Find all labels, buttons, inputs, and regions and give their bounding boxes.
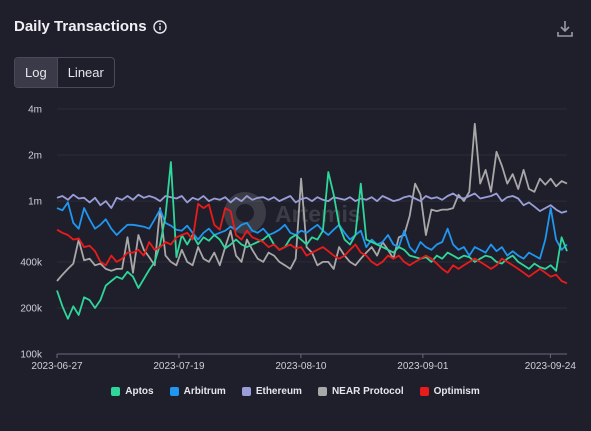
x-tick-label: 2023-08-10 (275, 361, 327, 372)
series-line-ethereum (56, 192, 568, 214)
watermark-logo: Artemis (224, 192, 361, 234)
info-icon[interactable] (152, 19, 167, 34)
series-line-optimism (56, 202, 568, 285)
legend-item-optimism[interactable]: Optimism (419, 386, 480, 397)
legend-label: Ethereum (255, 386, 302, 397)
y-tick-label: 200k (20, 303, 43, 314)
legend-swatch (241, 387, 251, 396)
y-tick-label: 1m (28, 197, 42, 208)
x-tick-label: 2023-06-27 (31, 361, 83, 372)
legend-swatch (419, 387, 429, 396)
y-axis: 100k 200k 400k 1m 2m 4m (20, 105, 43, 361)
watermark-text: Artemis (275, 201, 361, 227)
linear-scale-button[interactable]: Linear (56, 58, 114, 87)
chart-header: Daily Transactions (14, 18, 167, 35)
legend-label: Arbitrum (183, 386, 226, 397)
y-tick-label: 400k (20, 257, 43, 268)
legend-item-near-protocol[interactable]: NEAR Protocol (317, 386, 404, 397)
y-tick-label: 2m (28, 151, 42, 162)
x-tick-label: 2023-09-24 (525, 361, 577, 372)
series-line-arbitrum (56, 201, 568, 260)
legend-item-aptos[interactable]: Aptos (111, 386, 154, 397)
legend-swatch (169, 387, 179, 396)
legend-swatch (111, 387, 121, 396)
legend-swatch (317, 387, 327, 396)
chart-grid (57, 108, 567, 355)
legend-label: NEAR Protocol (331, 386, 404, 397)
log-scale-button[interactable]: Log (15, 58, 57, 87)
scale-toggle: Log Linear (14, 57, 115, 88)
download-icon[interactable] (557, 20, 573, 38)
x-tick-label: 2023-09-01 (397, 361, 449, 372)
legend: Aptos Arbitrum Ethereum NEAR Protocol Optimi… (0, 386, 591, 397)
legend-label: Optimism (433, 386, 480, 397)
y-tick-label: 100k (20, 350, 43, 361)
legend-item-ethereum[interactable]: Ethereum (241, 386, 302, 397)
x-axis: 2023-06-27 2023-07-19 2023-08-10 2023-09-01… (31, 353, 577, 372)
x-tick-label: 2023-07-19 (153, 361, 205, 372)
legend-label: Aptos (125, 386, 154, 397)
series-lines (56, 122, 568, 320)
chart-title: Daily Transactions (14, 18, 147, 35)
series-line-aptos (56, 161, 568, 320)
legend-item-arbitrum[interactable]: Arbitrum (169, 386, 226, 397)
y-tick-label: 4m (28, 105, 42, 116)
